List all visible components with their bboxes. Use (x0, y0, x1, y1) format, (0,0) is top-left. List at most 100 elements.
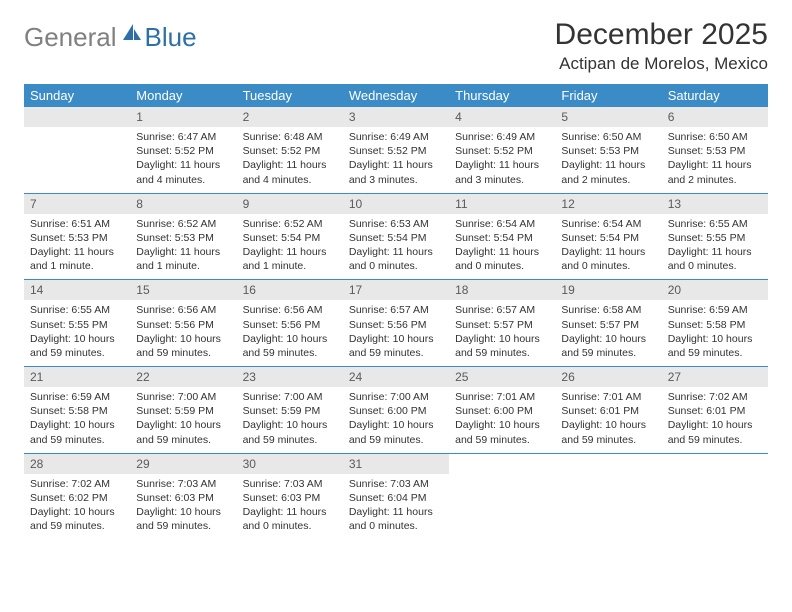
calendar-cell: 2Sunrise: 6:48 AMSunset: 5:52 PMDaylight… (237, 107, 343, 193)
calendar-cell: 7Sunrise: 6:51 AMSunset: 5:53 PMDaylight… (24, 193, 130, 280)
calendar-cell: 16Sunrise: 6:56 AMSunset: 5:56 PMDayligh… (237, 280, 343, 367)
day-details: Sunrise: 7:00 AMSunset: 6:00 PMDaylight:… (343, 387, 449, 453)
daylight-text: Daylight: 11 hours and 4 minutes. (136, 158, 230, 186)
weekday-header: Wednesday (343, 84, 449, 107)
sunset-text: Sunset: 6:04 PM (349, 491, 443, 505)
day-details: Sunrise: 6:52 AMSunset: 5:54 PMDaylight:… (237, 214, 343, 280)
daylight-text: Daylight: 10 hours and 59 minutes. (455, 418, 549, 446)
sunset-text: Sunset: 5:55 PM (30, 318, 124, 332)
day-number: 22 (130, 367, 236, 387)
day-number: 9 (237, 194, 343, 214)
sunset-text: Sunset: 5:58 PM (30, 404, 124, 418)
daylight-text: Daylight: 10 hours and 59 minutes. (349, 332, 443, 360)
calendar-row: 1Sunrise: 6:47 AMSunset: 5:52 PMDaylight… (24, 107, 768, 193)
daylight-text: Daylight: 10 hours and 59 minutes. (136, 418, 230, 446)
day-details: Sunrise: 6:53 AMSunset: 5:54 PMDaylight:… (343, 214, 449, 280)
day-number: 8 (130, 194, 236, 214)
sunset-text: Sunset: 5:55 PM (668, 231, 762, 245)
sunset-text: Sunset: 6:00 PM (349, 404, 443, 418)
calendar-cell: 15Sunrise: 6:56 AMSunset: 5:56 PMDayligh… (130, 280, 236, 367)
day-number: 11 (449, 194, 555, 214)
day-details: Sunrise: 7:00 AMSunset: 5:59 PMDaylight:… (237, 387, 343, 453)
daylight-text: Daylight: 10 hours and 59 minutes. (243, 418, 337, 446)
day-number: 14 (24, 280, 130, 300)
sunset-text: Sunset: 6:01 PM (561, 404, 655, 418)
day-details: Sunrise: 6:48 AMSunset: 5:52 PMDaylight:… (237, 127, 343, 193)
sunrise-text: Sunrise: 6:52 AM (136, 217, 230, 231)
sunset-text: Sunset: 5:52 PM (349, 144, 443, 158)
calendar-cell: 1Sunrise: 6:47 AMSunset: 5:52 PMDaylight… (130, 107, 236, 193)
day-number: 15 (130, 280, 236, 300)
day-number: 17 (343, 280, 449, 300)
day-number: 26 (555, 367, 661, 387)
day-number: 10 (343, 194, 449, 214)
day-number: 31 (343, 454, 449, 474)
daylight-text: Daylight: 11 hours and 0 minutes. (455, 245, 549, 273)
sunrise-text: Sunrise: 7:02 AM (668, 390, 762, 404)
sunrise-text: Sunrise: 7:01 AM (455, 390, 549, 404)
calendar-cell: 26Sunrise: 7:01 AMSunset: 6:01 PMDayligh… (555, 367, 661, 454)
daylight-text: Daylight: 10 hours and 59 minutes. (30, 418, 124, 446)
sunset-text: Sunset: 6:01 PM (668, 404, 762, 418)
sunset-text: Sunset: 5:53 PM (668, 144, 762, 158)
sunrise-text: Sunrise: 6:50 AM (668, 130, 762, 144)
brand-part1: General (24, 22, 117, 53)
calendar-cell: 31Sunrise: 7:03 AMSunset: 6:04 PMDayligh… (343, 453, 449, 539)
day-number: 16 (237, 280, 343, 300)
day-details: Sunrise: 6:59 AMSunset: 5:58 PMDaylight:… (662, 300, 768, 366)
page-title: December 2025 (555, 18, 768, 52)
calendar-cell: 20Sunrise: 6:59 AMSunset: 5:58 PMDayligh… (662, 280, 768, 367)
sunset-text: Sunset: 6:03 PM (136, 491, 230, 505)
day-number: 4 (449, 107, 555, 127)
daylight-text: Daylight: 11 hours and 0 minutes. (243, 505, 337, 533)
calendar-cell: 19Sunrise: 6:58 AMSunset: 5:57 PMDayligh… (555, 280, 661, 367)
weekday-header-row: Sunday Monday Tuesday Wednesday Thursday… (24, 84, 768, 107)
sunset-text: Sunset: 5:54 PM (243, 231, 337, 245)
day-details: Sunrise: 6:59 AMSunset: 5:58 PMDaylight:… (24, 387, 130, 453)
daylight-text: Daylight: 11 hours and 0 minutes. (349, 505, 443, 533)
sunrise-text: Sunrise: 6:54 AM (561, 217, 655, 231)
day-details: Sunrise: 6:54 AMSunset: 5:54 PMDaylight:… (449, 214, 555, 280)
weekday-header: Friday (555, 84, 661, 107)
weekday-header: Sunday (24, 84, 130, 107)
calendar-cell: 6Sunrise: 6:50 AMSunset: 5:53 PMDaylight… (662, 107, 768, 193)
day-details: Sunrise: 6:54 AMSunset: 5:54 PMDaylight:… (555, 214, 661, 280)
sunrise-text: Sunrise: 6:48 AM (243, 130, 337, 144)
day-number: 28 (24, 454, 130, 474)
calendar-cell: 11Sunrise: 6:54 AMSunset: 5:54 PMDayligh… (449, 193, 555, 280)
day-details: Sunrise: 6:50 AMSunset: 5:53 PMDaylight:… (662, 127, 768, 193)
day-number: 3 (343, 107, 449, 127)
day-number (662, 454, 768, 474)
day-details: Sunrise: 6:52 AMSunset: 5:53 PMDaylight:… (130, 214, 236, 280)
daylight-text: Daylight: 10 hours and 59 minutes. (561, 418, 655, 446)
day-details: Sunrise: 6:56 AMSunset: 5:56 PMDaylight:… (237, 300, 343, 366)
day-details: Sunrise: 6:57 AMSunset: 5:56 PMDaylight:… (343, 300, 449, 366)
day-details: Sunrise: 7:02 AMSunset: 6:01 PMDaylight:… (662, 387, 768, 453)
daylight-text: Daylight: 10 hours and 59 minutes. (668, 332, 762, 360)
sunrise-text: Sunrise: 7:00 AM (243, 390, 337, 404)
calendar-row: 21Sunrise: 6:59 AMSunset: 5:58 PMDayligh… (24, 367, 768, 454)
day-number: 5 (555, 107, 661, 127)
sunrise-text: Sunrise: 6:52 AM (243, 217, 337, 231)
day-number: 21 (24, 367, 130, 387)
day-details: Sunrise: 7:01 AMSunset: 6:01 PMDaylight:… (555, 387, 661, 453)
sunrise-text: Sunrise: 6:54 AM (455, 217, 549, 231)
calendar-cell: 17Sunrise: 6:57 AMSunset: 5:56 PMDayligh… (343, 280, 449, 367)
sunrise-text: Sunrise: 6:59 AM (668, 303, 762, 317)
location-label: Actipan de Morelos, Mexico (555, 54, 768, 74)
sunrise-text: Sunrise: 6:55 AM (668, 217, 762, 231)
day-details: Sunrise: 6:58 AMSunset: 5:57 PMDaylight:… (555, 300, 661, 366)
sunset-text: Sunset: 5:54 PM (561, 231, 655, 245)
sunset-text: Sunset: 6:02 PM (30, 491, 124, 505)
calendar-cell (555, 453, 661, 539)
day-details: Sunrise: 6:57 AMSunset: 5:57 PMDaylight:… (449, 300, 555, 366)
day-number: 7 (24, 194, 130, 214)
sunset-text: Sunset: 5:57 PM (561, 318, 655, 332)
sunset-text: Sunset: 5:52 PM (136, 144, 230, 158)
calendar-cell: 25Sunrise: 7:01 AMSunset: 6:00 PMDayligh… (449, 367, 555, 454)
day-details: Sunrise: 6:50 AMSunset: 5:53 PMDaylight:… (555, 127, 661, 193)
weekday-header: Thursday (449, 84, 555, 107)
daylight-text: Daylight: 10 hours and 59 minutes. (30, 332, 124, 360)
sunrise-text: Sunrise: 6:56 AM (136, 303, 230, 317)
calendar-row: 7Sunrise: 6:51 AMSunset: 5:53 PMDaylight… (24, 193, 768, 280)
